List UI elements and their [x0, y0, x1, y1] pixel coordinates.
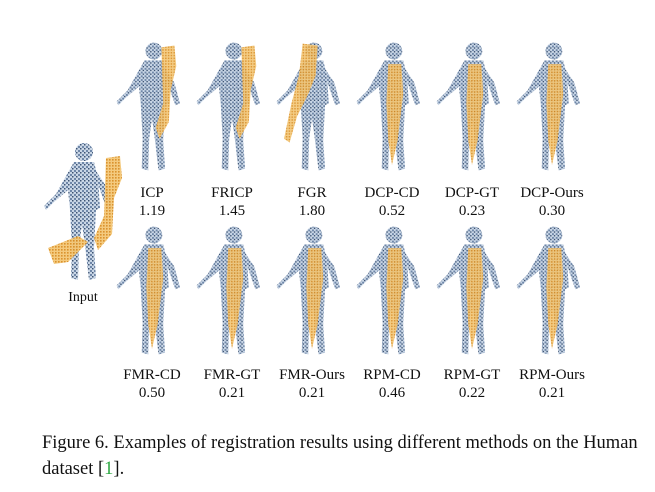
input-figure: [28, 138, 138, 293]
result-figure: [192, 38, 280, 178]
method-score: 1.19: [138, 203, 166, 219]
method-label: DCP-Ours 0.30: [502, 184, 602, 220]
method-label: RPM-CD 0.46: [342, 366, 442, 402]
method-score: 0.21: [218, 385, 246, 401]
human-pointcloud-icon: [516, 42, 580, 171]
method-score: 1.45: [218, 203, 246, 219]
human-pointcloud-icon: [196, 226, 260, 355]
method-score: 0.23: [458, 203, 486, 219]
method-score: 0.46: [378, 385, 406, 401]
result-figure: [112, 38, 200, 178]
human-pointcloud-icon: [356, 42, 420, 171]
result-figure: [512, 222, 600, 362]
method-name: RPM-GT: [443, 367, 501, 383]
result-figure: [352, 222, 440, 362]
figure: Input ICP 1.19 FRICP 1.45 FGR 1.80 DCP-CD 0.52 D…: [28, 38, 602, 402]
method-name: RPM-Ours: [519, 367, 585, 383]
method-label: DCP-CD 0.52: [342, 184, 442, 220]
human-pointcloud-icon: [276, 42, 340, 171]
result-figure: [272, 222, 360, 362]
result-figure: [512, 38, 600, 178]
result-figure: [272, 38, 360, 178]
human-pointcloud-icon: [116, 42, 180, 171]
result-figure: [112, 222, 200, 362]
human-pointcloud-icon: [116, 226, 180, 355]
method-name: DCP-Ours: [520, 185, 584, 201]
method-name: ICP: [140, 185, 164, 201]
method-label: FGR 1.80: [262, 184, 362, 220]
method-name: FMR-GT: [203, 367, 261, 383]
method-name: FRICP: [211, 185, 253, 201]
method-score: 0.50: [138, 385, 166, 401]
human-pointcloud-icon: [44, 143, 122, 280]
result-figure: [432, 222, 520, 362]
result-figure: [352, 38, 440, 178]
input-label: Input: [68, 290, 98, 305]
method-label: FRICP 1.45: [182, 184, 282, 220]
method-label: DCP-GT 0.23: [422, 184, 522, 220]
method-name: RPM-CD: [363, 367, 421, 383]
method-name: FMR-Ours: [279, 367, 345, 383]
caption-text: Figure 6. Examples of registration resul…: [42, 433, 638, 479]
method-score: 0.52: [378, 203, 406, 219]
method-label: RPM-GT 0.22: [422, 366, 522, 402]
method-label: ICP 1.19: [102, 184, 202, 220]
human-pointcloud-icon: [356, 226, 420, 355]
method-score: 0.30: [538, 203, 566, 219]
method-name: DCP-CD: [364, 185, 420, 201]
method-name: DCP-GT: [444, 185, 500, 201]
human-pointcloud-icon: [276, 226, 340, 355]
method-score: 0.21: [298, 385, 326, 401]
method-label: FMR-Ours 0.21: [262, 366, 362, 402]
caption-end: ].: [113, 459, 125, 479]
method-score: 0.21: [538, 385, 566, 401]
citation-link[interactable]: 1: [104, 459, 114, 479]
figure-caption: Figure 6. Examples of registration resul…: [42, 430, 642, 482]
human-pointcloud-icon: [436, 226, 500, 355]
human-pointcloud-icon: [436, 42, 500, 171]
method-label: FMR-CD 0.50: [102, 366, 202, 402]
human-pointcloud-icon: [516, 226, 580, 355]
method-name: FGR: [297, 185, 327, 201]
result-figure: [192, 222, 280, 362]
human-pointcloud-icon: [196, 42, 260, 171]
method-name: FMR-CD: [123, 367, 181, 383]
method-score: 0.22: [458, 385, 486, 401]
method-score: 1.80: [298, 203, 326, 219]
method-label: RPM-Ours 0.21: [502, 366, 602, 402]
result-figure: [432, 38, 520, 178]
method-label: FMR-GT 0.21: [182, 366, 282, 402]
